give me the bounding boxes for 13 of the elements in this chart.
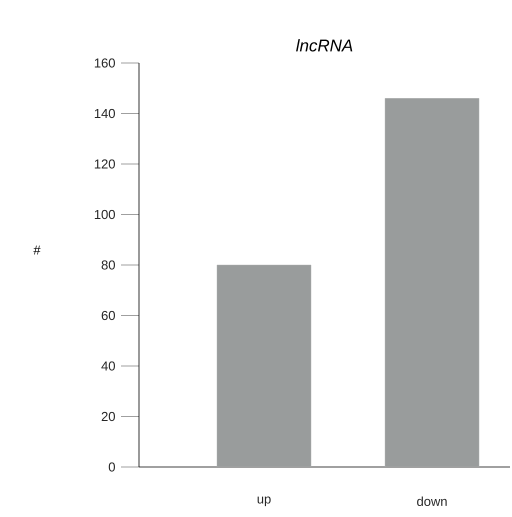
y-axis-title: # xyxy=(33,246,41,254)
y-tick-label: 120 xyxy=(94,159,115,169)
y-tick-label: 0 xyxy=(108,462,115,472)
x-tick-label: down xyxy=(417,496,447,506)
x-tick-label: up xyxy=(258,496,271,506)
y-tick-label: 140 xyxy=(94,108,115,118)
y-tick-label: 80 xyxy=(102,260,115,270)
y-tick-label: 160 xyxy=(94,58,115,68)
y-tick-label: 20 xyxy=(102,412,115,422)
y-tick-label: 100 xyxy=(94,210,115,220)
y-tick-label: 60 xyxy=(102,310,115,320)
y-tick-label: 40 xyxy=(101,361,115,371)
chart-title: lncRNA xyxy=(296,39,352,52)
